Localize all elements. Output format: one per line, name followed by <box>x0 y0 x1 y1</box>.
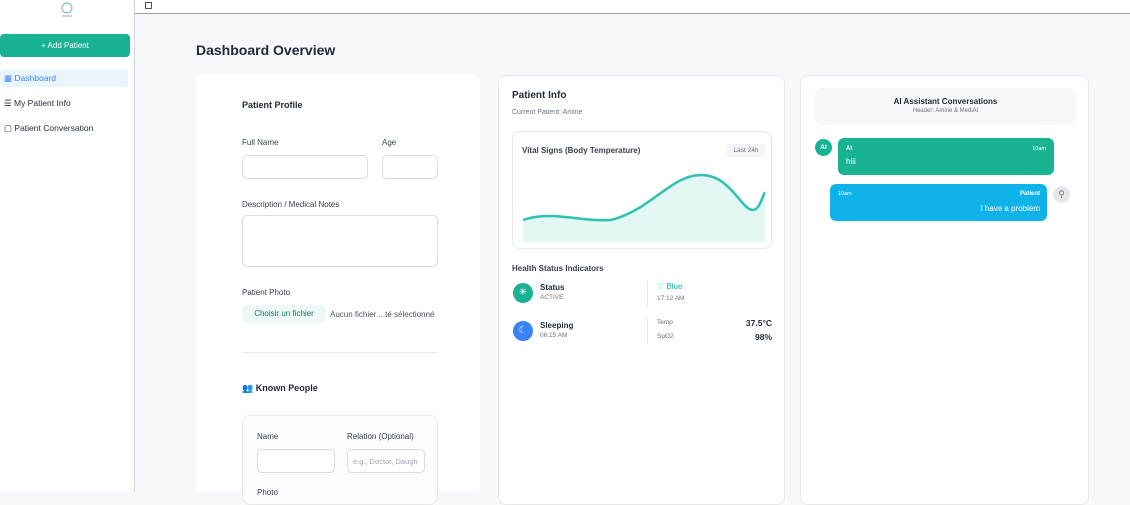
nav-item[interactable]: ▢ Patient Conversation <box>4 123 94 133</box>
input[interactable] <box>382 155 438 179</box>
activity-label: Sleeping <box>540 321 574 330</box>
label: Age <box>382 138 397 147</box>
status-icon: ✳ <box>513 283 533 303</box>
color-time: 17:12 AM <box>657 295 685 302</box>
nav-item[interactable]: ▦ Dashboard <box>4 73 56 83</box>
patient-avatar: ⚲ <box>1053 186 1070 203</box>
divider <box>242 352 438 353</box>
status-value: ACTIVE <box>540 294 564 301</box>
activity-time: 06:15 AM <box>540 332 568 339</box>
section-title: 👥 Known People <box>242 383 318 393</box>
divider <box>647 318 648 344</box>
profile-card: Patient Profile Full Name Age Descriptio… <box>196 74 480 505</box>
file-status: Aucun fichier ...té sélectionné <box>330 310 435 319</box>
label: Name <box>257 432 279 441</box>
vitals-title: Vital Signs (Body Temperature) <box>522 146 641 155</box>
vitals-card: Vital Signs (Body Temperature) Last 24h <box>512 131 772 249</box>
card-title: Patient Info <box>512 90 567 101</box>
add-patient-button[interactable]: + Add Patient <box>0 34 130 57</box>
placeholder: e.g., Doctor, Daugh <box>353 457 418 466</box>
label: Photo <box>257 488 278 497</box>
conversation-subtitle: Header: Amine & MediAI <box>912 108 979 114</box>
ai-avatar: AI <box>815 139 832 156</box>
message-text: hiii <box>846 157 856 166</box>
spo2-value: 98% <box>754 332 772 342</box>
temp-value: 37.5°C <box>745 318 772 328</box>
patient-info-card: Patient Info Current Patient: Amine Vita… <box>498 75 785 505</box>
nav-label: Dashboard <box>14 73 56 83</box>
status-label: Status <box>540 283 565 292</box>
color-label: Blue <box>666 282 683 291</box>
ai-message: AI 10am hiii <box>838 138 1054 175</box>
sender: AI <box>846 146 852 152</box>
file-button[interactable]: Choisir un fichier <box>242 305 326 323</box>
label: Patient Photo <box>242 288 291 297</box>
page-title: Dashboard Overview <box>196 42 336 58</box>
label: Full Name <box>242 138 279 147</box>
section-title: Health Status Indicators <box>512 264 604 273</box>
input[interactable] <box>242 155 368 179</box>
activity-icon: ☾ <box>513 321 533 341</box>
time: 10am <box>838 191 852 197</box>
input[interactable] <box>257 449 335 473</box>
patient-message: 10am Patient I have a problem <box>830 184 1047 221</box>
section-title: Patient Profile <box>242 100 303 110</box>
time: 10am <box>1032 146 1046 152</box>
label: Relation (Optional) <box>347 432 414 441</box>
conversation-title: AI Assistant Conversations <box>893 97 998 106</box>
color-indicator: ♡ Blue <box>657 282 683 291</box>
conversation-header: AI Assistant Conversations Header: Amine… <box>815 88 1076 125</box>
sender: Patient <box>1019 191 1040 197</box>
nav-label: Patient Conversation <box>14 123 94 133</box>
card-subtitle: Current Patient: Amine <box>512 109 583 116</box>
badge: Last 24h <box>727 144 765 157</box>
nav-label: My Patient Info <box>13 98 71 108</box>
spo2-label: SpO2 <box>657 333 674 340</box>
message-text: I have a problem <box>980 204 1040 213</box>
section-title-text: Known People <box>255 383 318 393</box>
toggle-icon[interactable] <box>145 2 152 9</box>
top-bar <box>135 0 1130 14</box>
sidebar: + Add Patient ▦ Dashboard ☰ My Patient I… <box>0 0 135 492</box>
nav-active-bg <box>0 69 128 87</box>
input[interactable]: e.g., Doctor, Daugh <box>347 449 425 473</box>
temp-label: Temp <box>657 319 673 326</box>
divider <box>647 281 648 307</box>
nav-item[interactable]: ☰ My Patient Info <box>4 98 71 108</box>
person-box: Name Relation (Optional) e.g., Doctor, D… <box>242 415 438 505</box>
logo <box>61 2 73 17</box>
textarea[interactable] <box>242 215 438 267</box>
vitals-curve <box>522 173 765 242</box>
label: Description / Medical Notes <box>242 200 340 209</box>
conversation-card: AI Assistant Conversations Header: Amine… <box>800 75 1089 505</box>
